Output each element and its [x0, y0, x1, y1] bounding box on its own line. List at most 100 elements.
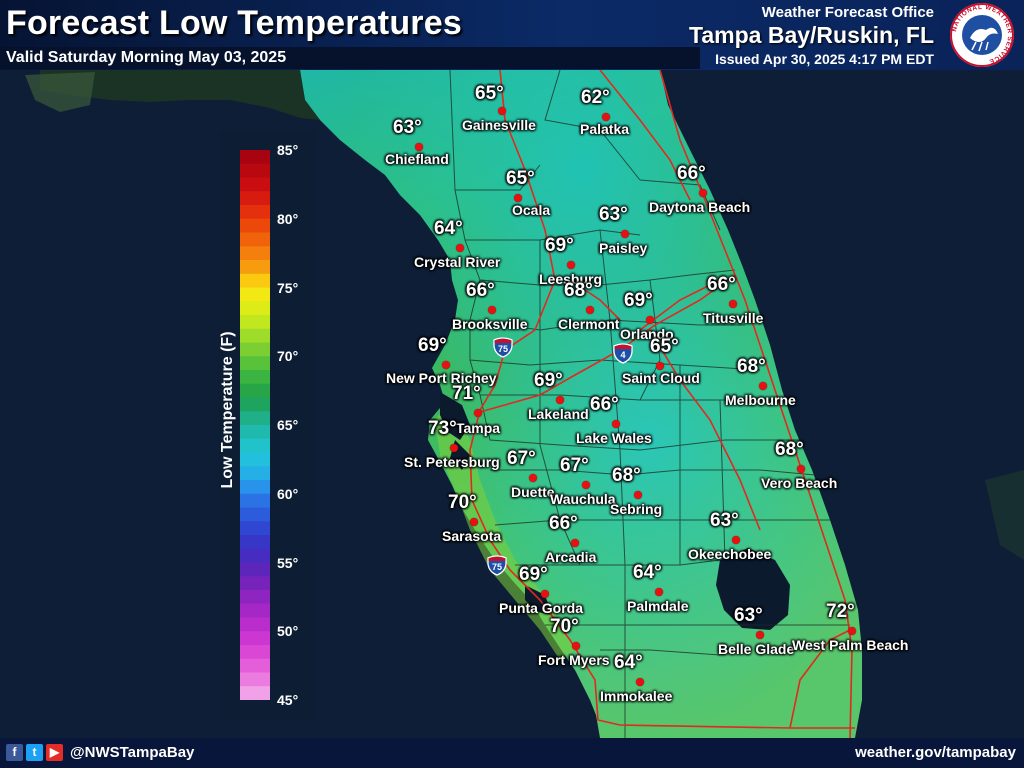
city-temperature: 63°	[599, 204, 628, 225]
valid-strip	[0, 47, 700, 69]
city-name: Vero Beach	[761, 475, 838, 491]
social-handle[interactable]: @NWSTampaBay	[70, 744, 195, 761]
legend-color-step	[240, 590, 270, 605]
city-dot-icon	[612, 420, 620, 428]
interstate-number: 75	[498, 344, 508, 354]
city-name: Duette	[511, 484, 555, 500]
legend-color-step	[240, 686, 270, 700]
city-temperature: 64°	[633, 562, 662, 583]
city-temperature: 72°	[826, 601, 855, 622]
legend-color-step	[240, 150, 270, 165]
legend-color-step	[240, 356, 270, 371]
interstate-number: 75	[492, 562, 502, 572]
youtube-icon[interactable]: ▶	[46, 744, 63, 761]
city-dot-icon	[848, 627, 856, 635]
city-dot-icon	[415, 143, 423, 151]
legend-tick-label: 75°	[277, 279, 299, 296]
legend-color-step	[240, 425, 270, 440]
city-dot-icon	[797, 465, 805, 473]
legend-color-step	[240, 645, 270, 660]
city-temperature: 66°	[707, 274, 736, 295]
city-name: Saint Cloud	[622, 370, 700, 386]
city-dot-icon	[498, 107, 506, 115]
interstate-shield-icon: 75	[492, 336, 514, 363]
city-temperature: 63°	[734, 605, 763, 626]
legend-color-step	[240, 397, 270, 412]
city-name: Paisley	[599, 240, 648, 256]
city-dot-icon	[571, 539, 579, 547]
city-temperature: 73°	[428, 418, 457, 439]
wfo-label: Weather Forecast Office	[761, 4, 934, 21]
legend-color-step	[240, 548, 270, 563]
legend-color-step	[240, 328, 270, 343]
city-temperature: 62°	[581, 87, 610, 108]
legend-color-step	[240, 672, 270, 687]
legend-color-step	[240, 480, 270, 495]
city-name: Lake Wales	[576, 430, 652, 446]
legend-tick-label: 85°	[277, 142, 299, 158]
legend-color-step	[240, 438, 270, 453]
city-temperature: 66°	[466, 280, 495, 301]
legend-color-step	[240, 411, 270, 426]
legend-color-step	[240, 631, 270, 646]
city-temperature: 70°	[550, 616, 579, 637]
lake-okeechobee	[716, 548, 790, 630]
city-name: Clermont	[558, 316, 620, 332]
legend-color-step	[240, 603, 270, 618]
city-name: Ocala	[512, 202, 551, 218]
city-name: Brooksville	[452, 316, 528, 332]
issued-time: Issued Apr 30, 2025 4:17 PM EDT	[715, 51, 934, 67]
legend-color-step	[240, 287, 270, 302]
city-dot-icon	[636, 678, 644, 686]
legend-color-step	[240, 466, 270, 481]
facebook-icon[interactable]: f	[6, 744, 23, 761]
website-link[interactable]: weather.gov/tampabay	[855, 744, 1016, 761]
city-temperature: 69°	[418, 335, 447, 356]
city-dot-icon	[602, 113, 610, 121]
city-dot-icon	[756, 631, 764, 639]
city-name: Wauchula	[550, 491, 616, 507]
legend-colorbar	[240, 150, 270, 700]
city-dot-icon	[567, 261, 575, 269]
city-temperature: 70°	[448, 492, 477, 513]
city-temperature: 64°	[434, 218, 463, 239]
legend-color-step	[240, 452, 270, 467]
twitter-icon[interactable]: t	[26, 744, 43, 761]
city-name: Crystal River	[414, 254, 501, 270]
social-icons: f t ▶	[6, 744, 63, 761]
legend-color-step	[240, 205, 270, 220]
city-dot-icon	[729, 300, 737, 308]
interstate-shield-icon: 75	[486, 554, 508, 581]
city-dot-icon	[556, 396, 564, 404]
legend-color-step	[240, 301, 270, 316]
nws-logo-icon: NATIONAL WEATHER SERVICE	[950, 3, 1014, 67]
legend-color-step	[240, 535, 270, 550]
city-dot-icon	[541, 590, 549, 598]
city-temperature: 68°	[737, 356, 766, 377]
legend-color-step	[240, 617, 270, 632]
legend-color-step	[240, 273, 270, 288]
city-name: Melbourne	[725, 392, 796, 408]
city-name: Titusville	[703, 310, 764, 326]
legend-color-step	[240, 576, 270, 591]
city-name: Sarasota	[442, 528, 502, 544]
page-title: Forecast Low Temperatures	[6, 4, 462, 42]
legend-color-step	[240, 507, 270, 522]
city-dot-icon	[634, 491, 642, 499]
legend-color-step	[240, 177, 270, 192]
city-name: Daytona Beach	[649, 199, 751, 215]
city-name: Tampa	[456, 420, 501, 436]
city-temperature: 67°	[560, 455, 589, 476]
city-name: Sebring	[610, 501, 663, 517]
legend-color-step	[240, 260, 270, 275]
legend-color-step	[240, 218, 270, 233]
city-temperature: 68°	[612, 465, 641, 486]
city-temperature: 63°	[710, 510, 739, 531]
city-temperature: 71°	[452, 383, 481, 404]
legend-tick-label: 55°	[277, 554, 299, 571]
interstate-shield-icon: 4	[612, 342, 634, 369]
legend-color-step	[240, 521, 270, 536]
city-temperature: 65°	[650, 336, 679, 357]
legend-color-step	[240, 163, 270, 178]
